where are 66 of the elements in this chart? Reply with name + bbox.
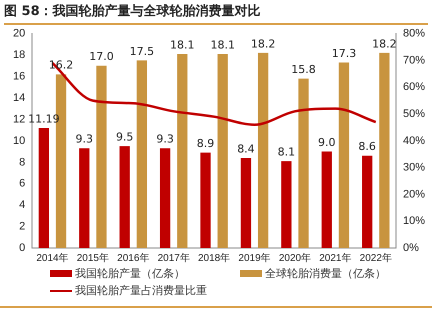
data-label: 17.5 — [130, 44, 154, 58]
bar — [177, 54, 188, 248]
data-label: 9.3 — [76, 132, 94, 146]
y-tick-label: 18 — [12, 49, 26, 62]
y-tick-label: 0 — [19, 242, 26, 254]
x-tick-label: 2019年 — [238, 252, 271, 264]
legend-label: 我国轮胎产量占消费量比重 — [75, 283, 207, 298]
y2-tick-label: 0% — [402, 242, 420, 254]
bar — [120, 146, 130, 248]
bar — [322, 152, 332, 248]
y-tick-label: 12 — [12, 113, 26, 126]
data-label: 8.1 — [278, 146, 296, 159]
data-label: 18.2 — [250, 37, 276, 50]
y-tick-label: 10 — [12, 134, 26, 147]
bar — [298, 78, 309, 248]
chart-title: 图 58：我国轮胎产量与全球轮胎消费量对比 — [4, 2, 428, 25]
y2-tick-label: 10% — [402, 215, 426, 228]
y-tick-label: 2 — [19, 220, 26, 233]
x-tick-label: 2017年 — [158, 252, 190, 264]
y2-tick-label: 50% — [402, 108, 426, 120]
legend-label: 全球轮胎消费量（亿条） — [265, 266, 386, 281]
x-tick-label: 2021年 — [319, 252, 352, 264]
x-tick-label: 2016年 — [117, 252, 150, 264]
y-tick-label: 16 — [12, 70, 26, 83]
bar — [136, 60, 148, 248]
bar — [218, 54, 228, 248]
bar — [379, 52, 390, 248]
x-tick-label: 2018年 — [198, 252, 230, 264]
bar — [281, 161, 292, 248]
bar — [362, 156, 372, 248]
bar — [338, 62, 350, 248]
bar — [96, 66, 107, 248]
data-label: 8.6 — [358, 140, 376, 154]
y2-tick-label: 40% — [402, 134, 426, 147]
y2-tick-label: 60% — [402, 81, 426, 94]
x-tick-label: 2015年 — [76, 252, 109, 264]
data-label: 18.2 — [372, 37, 397, 50]
data-label: 8.9 — [196, 136, 214, 150]
x-tick-label: 2022年 — [360, 252, 392, 264]
y2-tick-label: 20% — [402, 188, 426, 200]
data-label: 9.3 — [156, 132, 174, 146]
data-label: 17.0 — [89, 50, 114, 64]
y2-tick-label: 30% — [402, 162, 426, 174]
y2-tick-label: 80% — [402, 28, 426, 40]
y-tick-label: 20 — [12, 28, 26, 40]
x-tick-label: 2020年 — [278, 252, 312, 264]
x-tick-label: 2014年 — [36, 252, 69, 264]
bar — [200, 152, 211, 248]
y-tick-label: 4 — [19, 199, 26, 212]
data-label: 18.1 — [210, 38, 235, 52]
bar — [240, 158, 252, 248]
bar — [160, 148, 170, 248]
data-label: 18.1 — [170, 38, 195, 52]
legend-label: 我国轮胎产量（亿条） — [75, 266, 185, 281]
y-tick-label: 8 — [19, 156, 26, 168]
y2-tick-label: 70% — [402, 54, 426, 66]
bar — [258, 52, 268, 248]
data-label: 15.8 — [291, 62, 316, 76]
data-label: 9.5 — [116, 130, 134, 144]
data-label: 9.0 — [318, 136, 336, 149]
data-label: 17.3 — [332, 46, 356, 60]
data-label: 8.4 — [237, 142, 255, 156]
bar — [79, 148, 90, 248]
y-tick-label: 6 — [19, 178, 26, 190]
bar — [38, 128, 50, 248]
y-tick-label: 14 — [12, 92, 26, 104]
